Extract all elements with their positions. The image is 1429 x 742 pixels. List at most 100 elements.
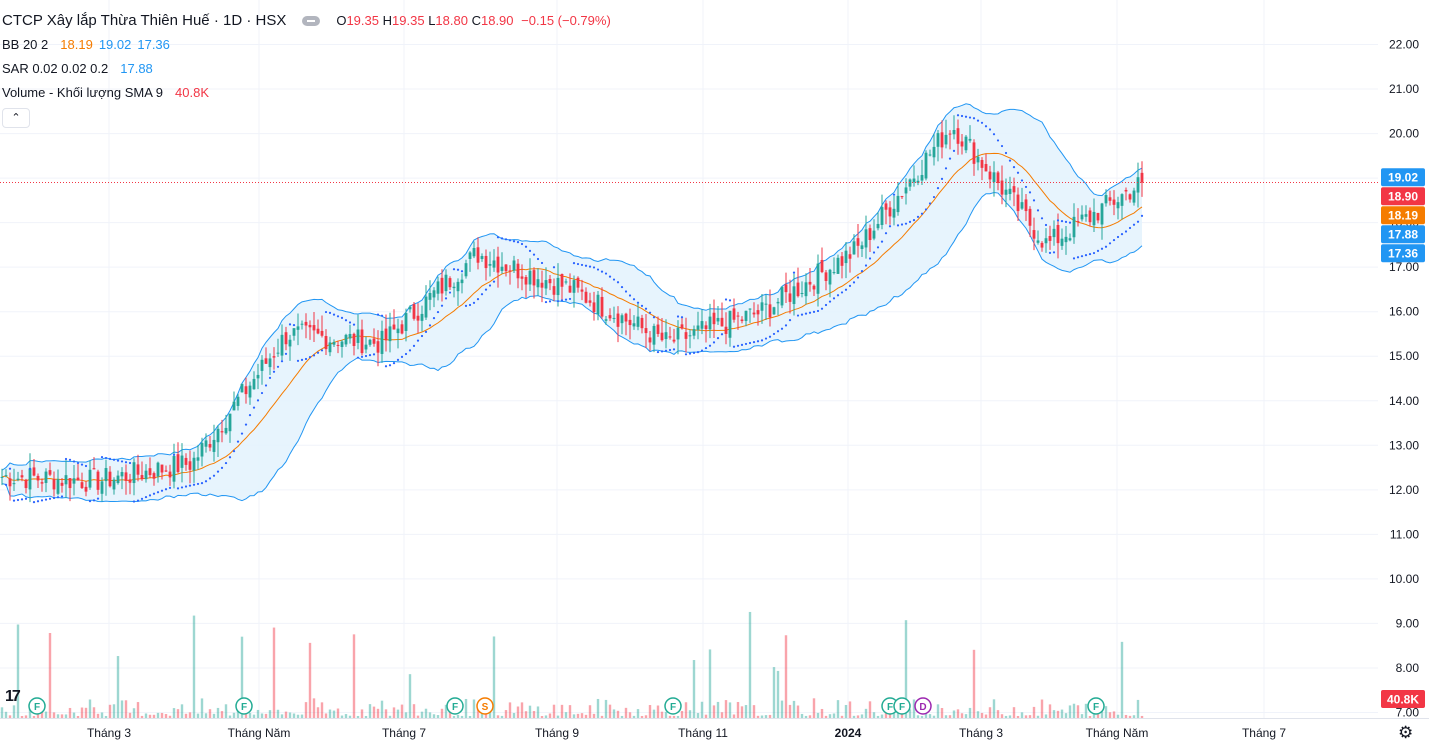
event-marker[interactable]: F <box>893 697 911 715</box>
sar-dot <box>748 341 752 345</box>
volume-bar <box>756 715 760 718</box>
candle-body <box>668 336 672 338</box>
sar-dot <box>84 464 88 468</box>
volume-bar <box>128 712 132 718</box>
candle-body <box>888 207 892 217</box>
volume-bar <box>1080 714 1084 718</box>
volume-bar <box>172 708 176 718</box>
volume-bar <box>712 705 716 718</box>
collapse-legend-button[interactable]: ⌃ <box>2 108 30 128</box>
candle-body <box>228 413 232 432</box>
event-marker[interactable]: F <box>1087 697 1105 715</box>
price-badge <box>1381 225 1425 244</box>
candle-body <box>816 263 820 294</box>
volume-bar <box>812 698 816 718</box>
candle-body <box>172 455 176 482</box>
sar-dot <box>64 457 68 461</box>
candle-body <box>412 304 416 319</box>
sar-dot <box>920 212 924 215</box>
volume-bar <box>312 698 316 718</box>
parabolic-sar <box>4 114 1144 504</box>
candle-body <box>464 263 468 277</box>
sar-dot <box>596 268 600 271</box>
candle-body <box>124 472 128 481</box>
volume-bar <box>796 705 800 718</box>
volume-bar <box>52 712 56 718</box>
candle-body <box>1116 202 1120 209</box>
time-tick-label: Tháng 9 <box>535 726 579 740</box>
event-marker[interactable]: F <box>28 697 46 715</box>
sar-dot <box>796 314 800 317</box>
sar-dot <box>232 450 236 453</box>
volume-bar <box>1048 704 1052 718</box>
candle-body <box>672 339 676 342</box>
candle-body <box>292 328 296 336</box>
sar-dot <box>404 352 408 356</box>
volume-bar <box>360 709 364 718</box>
sar-dot <box>272 370 276 373</box>
volume-bar <box>136 702 140 718</box>
candle-body <box>828 269 832 285</box>
symbol-title[interactable]: CTCP Xây lắp Thừa Thiên Huế · 1D · HSX <box>2 12 287 29</box>
tradingview-logo-icon[interactable]: 17 <box>5 688 21 705</box>
sar-dot <box>900 223 904 226</box>
time-tick-label: Tháng 11 <box>678 726 728 740</box>
sar-dot <box>52 496 56 500</box>
volume-legend[interactable]: Volume - Khối lượng SMA 9 40.8K <box>2 81 611 105</box>
volume-bar <box>304 702 308 718</box>
volume-bar <box>1072 703 1076 718</box>
volume-bar <box>656 705 660 718</box>
volume-bar <box>616 710 620 718</box>
candle-body <box>944 134 948 145</box>
candle-body <box>0 476 4 478</box>
bb-legend[interactable]: BB 20 2 18.19 19.02 17.36 <box>2 33 611 57</box>
volume-bar <box>440 708 444 718</box>
volume-bar <box>220 711 224 718</box>
candle-body <box>884 203 888 210</box>
price-tick-label: 21.00 <box>1389 82 1419 96</box>
sar-dot <box>352 323 356 326</box>
volume-bar <box>160 712 164 718</box>
price-badge-label: 17.88 <box>1388 228 1418 242</box>
volume-bar <box>928 714 932 718</box>
event-marker[interactable]: F <box>664 697 682 715</box>
volume-bar <box>12 705 16 718</box>
volume-bar <box>368 704 372 718</box>
event-marker-circle <box>476 697 494 715</box>
event-marker[interactable]: S <box>476 697 494 715</box>
candle-body <box>456 281 460 292</box>
volume-bar <box>64 714 68 718</box>
volume-bar <box>40 709 44 718</box>
candle-body <box>948 133 952 135</box>
time-tick-label: Tháng 7 <box>382 726 426 740</box>
sar-dot <box>1028 191 1032 194</box>
price-tick-label: 10.00 <box>1389 572 1419 586</box>
sar-dot <box>1048 251 1052 254</box>
candle-body <box>704 325 708 330</box>
volume-bar <box>536 706 540 718</box>
sar-dot <box>428 324 432 327</box>
sar-dot <box>1092 251 1096 255</box>
sar-dot <box>100 456 104 459</box>
volume-bar <box>76 715 80 718</box>
sar-dot <box>288 323 292 326</box>
sar-dot <box>1116 235 1120 239</box>
hide-legend-toggle[interactable] <box>302 16 321 26</box>
gear-icon[interactable]: ⚙ <box>1398 723 1414 742</box>
candle-body <box>504 264 508 272</box>
sar-dot <box>660 350 664 353</box>
sar-legend[interactable]: SAR 0.02 0.02 0.2 17.88 <box>2 57 611 81</box>
candle-body <box>288 339 292 347</box>
event-marker[interactable]: F <box>235 697 253 715</box>
event-marker[interactable]: F <box>446 697 464 715</box>
candle-body <box>308 324 312 328</box>
candle-body <box>460 279 464 284</box>
sar-dot <box>692 351 696 354</box>
candle-body <box>960 141 964 147</box>
candle-body <box>708 316 712 330</box>
candle-body <box>192 457 196 471</box>
volume-bar <box>772 667 776 718</box>
sar-dot <box>1068 221 1072 224</box>
event-marker[interactable]: D <box>914 697 932 715</box>
